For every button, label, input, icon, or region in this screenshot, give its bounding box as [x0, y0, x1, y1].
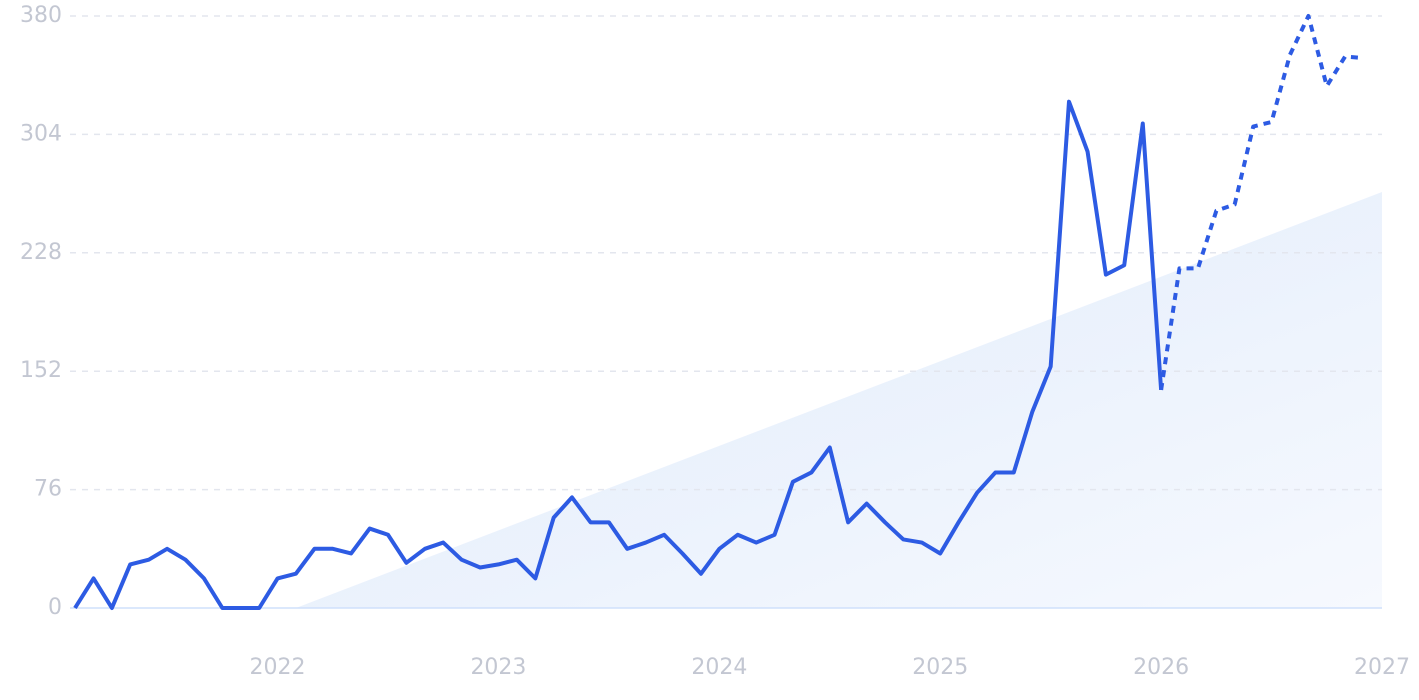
y-tick-label: 228: [20, 240, 62, 265]
series-line: [1159, 14, 1364, 391]
y-tick-label: 380: [20, 3, 62, 28]
y-tick-label: 152: [20, 358, 62, 383]
series-line: [73, 99, 1164, 610]
x-tick-label: 2027: [1354, 655, 1410, 680]
x-tick-label: 2025: [912, 655, 968, 680]
trend-area: [295, 192, 1383, 608]
x-tick-label: 2026: [1133, 655, 1189, 680]
y-tick-label: 0: [48, 595, 62, 620]
x-tick-label: 2024: [691, 655, 747, 680]
y-tick-label: 304: [20, 121, 62, 146]
x-tick-label: 2022: [250, 655, 306, 680]
y-tick-label: 76: [34, 477, 62, 502]
x-tick-label: 2023: [470, 655, 526, 680]
